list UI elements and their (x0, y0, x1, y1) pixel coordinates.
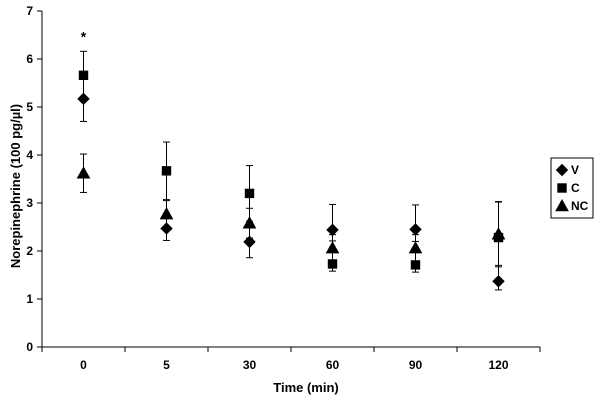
y-tick-label: 6 (26, 52, 33, 66)
x-axis-ticks: 0 5 30 60 90 120 (41, 347, 541, 372)
y-tick-label: 5 (26, 100, 33, 114)
marker-c (410, 260, 421, 270)
legend-marker-v (555, 163, 569, 177)
legend-label-v: V (571, 163, 579, 177)
y-tick-label: 0 (26, 340, 33, 354)
marker-v (160, 222, 173, 235)
marker-v (409, 223, 422, 236)
x-tick-label: 90 (409, 358, 423, 372)
error-bars (80, 50, 502, 291)
marker-v (243, 235, 256, 249)
marker-c (327, 259, 338, 269)
x-tick-label: 5 (163, 358, 170, 372)
marker-nc (242, 216, 257, 229)
legend-marker-nc (555, 198, 569, 212)
significance-marker: * (81, 28, 87, 44)
marker-v (326, 223, 339, 237)
y-tick-label: 4 (26, 148, 33, 162)
y-tick-label: 7 (26, 4, 33, 18)
marker-nc (408, 241, 423, 254)
y-axis-title: Norepinephrine (100 pg/µl) (8, 104, 23, 268)
marker-v (77, 92, 90, 106)
marker-c (244, 188, 255, 199)
marker-c (161, 166, 172, 176)
x-tick-label: 30 (243, 358, 257, 372)
y-tick-label: 3 (26, 196, 33, 210)
data-markers (76, 70, 506, 288)
x-tick-label: 120 (488, 358, 508, 372)
y-tick-label: 1 (26, 292, 33, 306)
marker-v (492, 275, 505, 288)
legend-label-c: C (571, 181, 580, 195)
x-axis-title: Time (min) (273, 380, 339, 395)
axes (41, 11, 540, 348)
legend: VC NC (550, 157, 594, 219)
x-tick-label: 0 (80, 358, 87, 372)
legend-marker-c (557, 183, 567, 193)
legend-label-nc: NC (571, 199, 589, 213)
marker-nc (159, 207, 174, 220)
marker-nc (325, 241, 340, 254)
y-axis-ticks: 0 1 2 3 4 5 6 7 (26, 4, 42, 354)
y-tick-label: 2 (26, 244, 33, 258)
x-tick-label: 60 (326, 358, 340, 372)
annotations: * (81, 28, 87, 44)
marker-nc (491, 227, 506, 240)
marker-nc (76, 166, 91, 179)
marker-c (78, 70, 89, 81)
